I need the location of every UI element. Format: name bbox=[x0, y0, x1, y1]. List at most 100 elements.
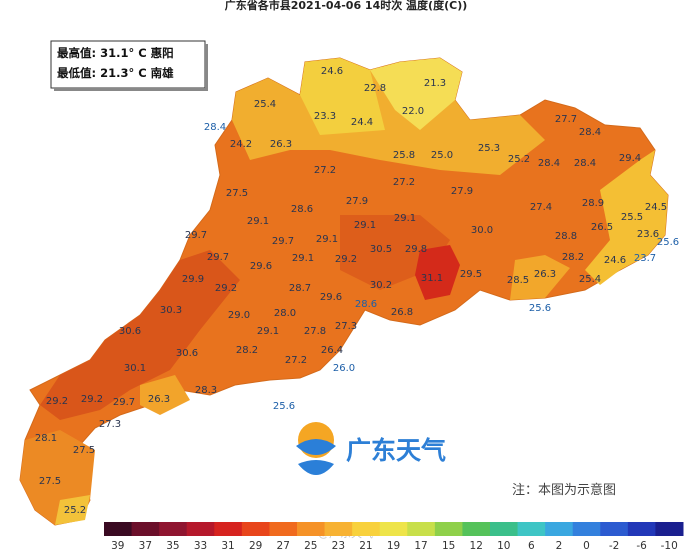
logo-text: 广东天气 bbox=[346, 436, 446, 465]
station-label: 28.4 bbox=[204, 122, 226, 133]
station-label: 25.6 bbox=[529, 303, 551, 314]
station-label: 27.2 bbox=[314, 165, 336, 176]
station-label: 28.8 bbox=[555, 231, 577, 242]
station-label: 27.4 bbox=[530, 202, 552, 213]
station-label: 23.3 bbox=[314, 111, 336, 122]
station-label: 24.2 bbox=[230, 139, 252, 150]
station-label: 22.8 bbox=[364, 83, 386, 94]
station-label: 29.7 bbox=[207, 252, 229, 263]
station-label: 30.0 bbox=[471, 225, 493, 236]
legend-swatch bbox=[600, 522, 629, 536]
legend-swatch bbox=[627, 522, 656, 536]
station-label: 27.2 bbox=[285, 355, 307, 366]
legend-label: 29 bbox=[249, 540, 262, 552]
station-label: 24.4 bbox=[351, 117, 373, 128]
station-label: 23.7 bbox=[634, 253, 656, 264]
station-label: 29.8 bbox=[405, 244, 427, 255]
legend-swatch bbox=[104, 522, 133, 536]
station-label: 30.3 bbox=[160, 305, 182, 316]
station-label: 29.2 bbox=[335, 254, 357, 265]
station-label: 29.7 bbox=[113, 397, 135, 408]
legend-swatch bbox=[572, 522, 601, 536]
station-label: 26.3 bbox=[534, 269, 556, 280]
map-title: 广东省各市县2021-04-06 14时次 温度(度(C)) bbox=[225, 0, 468, 12]
legend-swatch bbox=[214, 522, 243, 536]
station-label: 28.7 bbox=[289, 283, 311, 294]
legend-swatch bbox=[434, 522, 463, 536]
station-label: 23.6 bbox=[637, 229, 659, 240]
station-label: 29.7 bbox=[185, 230, 207, 241]
station-label: 28.6 bbox=[355, 299, 377, 310]
legend-label: 2 bbox=[556, 540, 563, 552]
station-label: 25.3 bbox=[478, 143, 500, 154]
station-label: 29.9 bbox=[182, 274, 204, 285]
legend-label: -2 bbox=[609, 540, 619, 552]
station-label: 30.2 bbox=[370, 280, 392, 291]
station-label: 29.2 bbox=[46, 396, 68, 407]
station-labels: 24.622.8 21.325.423.324.422.027.728.428.4… bbox=[35, 66, 679, 516]
legend-label: 10 bbox=[497, 540, 510, 552]
station-label: 29.1 bbox=[292, 253, 314, 264]
station-label: 27.3 bbox=[335, 321, 357, 332]
station-label: 25.4 bbox=[579, 274, 601, 285]
station-label: 27.2 bbox=[393, 177, 415, 188]
station-label: 27.8 bbox=[304, 326, 326, 337]
station-label: 28.4 bbox=[574, 158, 596, 169]
legend-label: 15 bbox=[442, 540, 455, 552]
legend-label: 31 bbox=[221, 540, 234, 552]
station-label: 30.6 bbox=[176, 348, 198, 359]
station-label: 21.3 bbox=[424, 78, 446, 89]
legend-label: 33 bbox=[194, 540, 207, 552]
logo: 广东天气 bbox=[296, 422, 446, 475]
legend-label: 6 bbox=[528, 540, 535, 552]
station-label: 29.1 bbox=[247, 216, 269, 227]
station-label: 25.6 bbox=[273, 401, 295, 412]
legend-swatch bbox=[159, 522, 188, 536]
legend-label: 21 bbox=[359, 540, 372, 552]
station-label: 29.4 bbox=[619, 153, 641, 164]
station-label: 27.5 bbox=[39, 476, 61, 487]
station-label: 30.6 bbox=[119, 326, 141, 337]
color-legend: 39 37 35 33 31 29 27 25 23 21 19 17 15 12 10 6 2 0 -2 -6 -10 bbox=[104, 522, 684, 552]
station-label: 26.0 bbox=[333, 363, 355, 374]
station-label: 29.1 bbox=[257, 326, 279, 337]
station-label: 25.5 bbox=[621, 212, 643, 223]
station-label: 30.5 bbox=[370, 244, 392, 255]
station-label: 29.2 bbox=[215, 283, 237, 294]
station-label: 25.6 bbox=[657, 237, 679, 248]
station-label: 27.9 bbox=[346, 196, 368, 207]
station-label: 29.0 bbox=[228, 310, 250, 321]
station-label: 29.1 bbox=[316, 234, 338, 245]
min-value: 最低值: 21.3° C 南雄 bbox=[57, 66, 174, 80]
legend-swatch bbox=[517, 522, 546, 536]
station-label: 26.5 bbox=[591, 222, 613, 233]
station-label: 25.4 bbox=[254, 99, 276, 110]
station-label: 29.6 bbox=[320, 292, 342, 303]
province-shape bbox=[19, 57, 669, 526]
station-label: 24.5 bbox=[645, 202, 667, 213]
station-label: 26.3 bbox=[148, 394, 170, 405]
legend-label: 12 bbox=[470, 540, 483, 552]
legend-swatch bbox=[352, 522, 381, 536]
station-label: 25.2 bbox=[508, 154, 530, 165]
legend-swatch bbox=[462, 522, 491, 536]
station-label: 29.7 bbox=[272, 236, 294, 247]
station-label: 27.7 bbox=[555, 114, 577, 125]
station-label: 27.5 bbox=[226, 188, 248, 199]
station-label: 26.3 bbox=[270, 139, 292, 150]
station-label: 30.1 bbox=[124, 363, 146, 374]
station-label: 28.4 bbox=[579, 127, 601, 138]
station-label: 29.6 bbox=[250, 261, 272, 272]
legend-swatch bbox=[241, 522, 270, 536]
legend-label: 19 bbox=[387, 540, 400, 552]
legend-swatch bbox=[324, 522, 353, 536]
station-label: 28.2 bbox=[562, 252, 584, 263]
legend-swatch bbox=[379, 522, 408, 536]
station-label: 24.6 bbox=[604, 255, 626, 266]
legend-label: 23 bbox=[332, 540, 345, 552]
legend-swatch bbox=[131, 522, 160, 536]
note: 注：本图为示意图 bbox=[512, 482, 616, 498]
legend-label: 25 bbox=[304, 540, 317, 552]
